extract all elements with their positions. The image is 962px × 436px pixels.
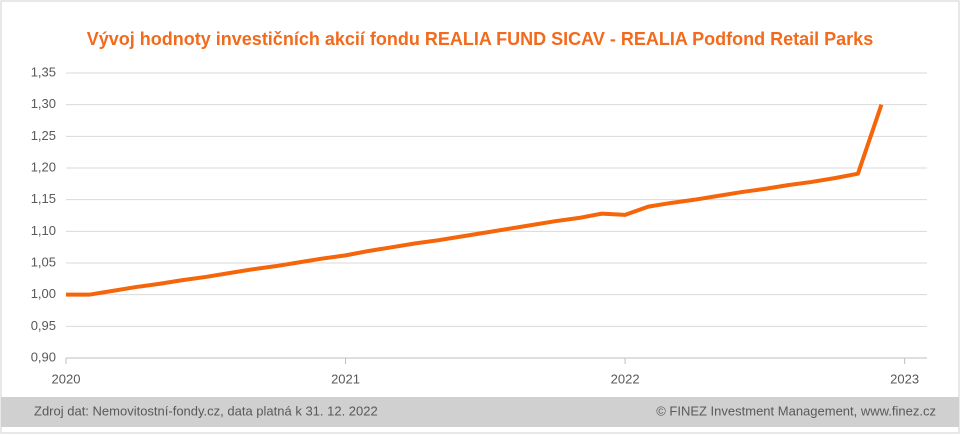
y-tick-label: 1,35 [31,64,56,79]
series-line [66,104,884,297]
y-tick-label: 1,20 [31,159,56,174]
footer-source: Zdroj dat: Nemovitostní-fondy.cz, data p… [34,403,378,418]
y-tick-label: 1,15 [31,191,56,206]
x-tick-label: 2021 [331,371,360,386]
x-tick-label: 2022 [611,371,640,386]
footer-copyright: © FINEZ Investment Management, www.finez… [656,403,936,418]
chart-title: Vývoj hodnoty investičních akcií fondu R… [87,29,873,49]
y-tick-label: 1,30 [31,96,56,111]
y-tick-label: 0,90 [31,349,56,364]
x-tick-label: 2023 [890,371,919,386]
y-tick-label: 1,25 [31,128,56,143]
y-tick-label: 1,00 [31,286,56,301]
x-tick-label: 2020 [52,371,81,386]
y-tick-label: 1,05 [31,254,56,269]
y-tick-label: 0,95 [31,318,56,333]
y-tick-label: 1,10 [31,223,56,238]
footer-bar [1,397,959,427]
